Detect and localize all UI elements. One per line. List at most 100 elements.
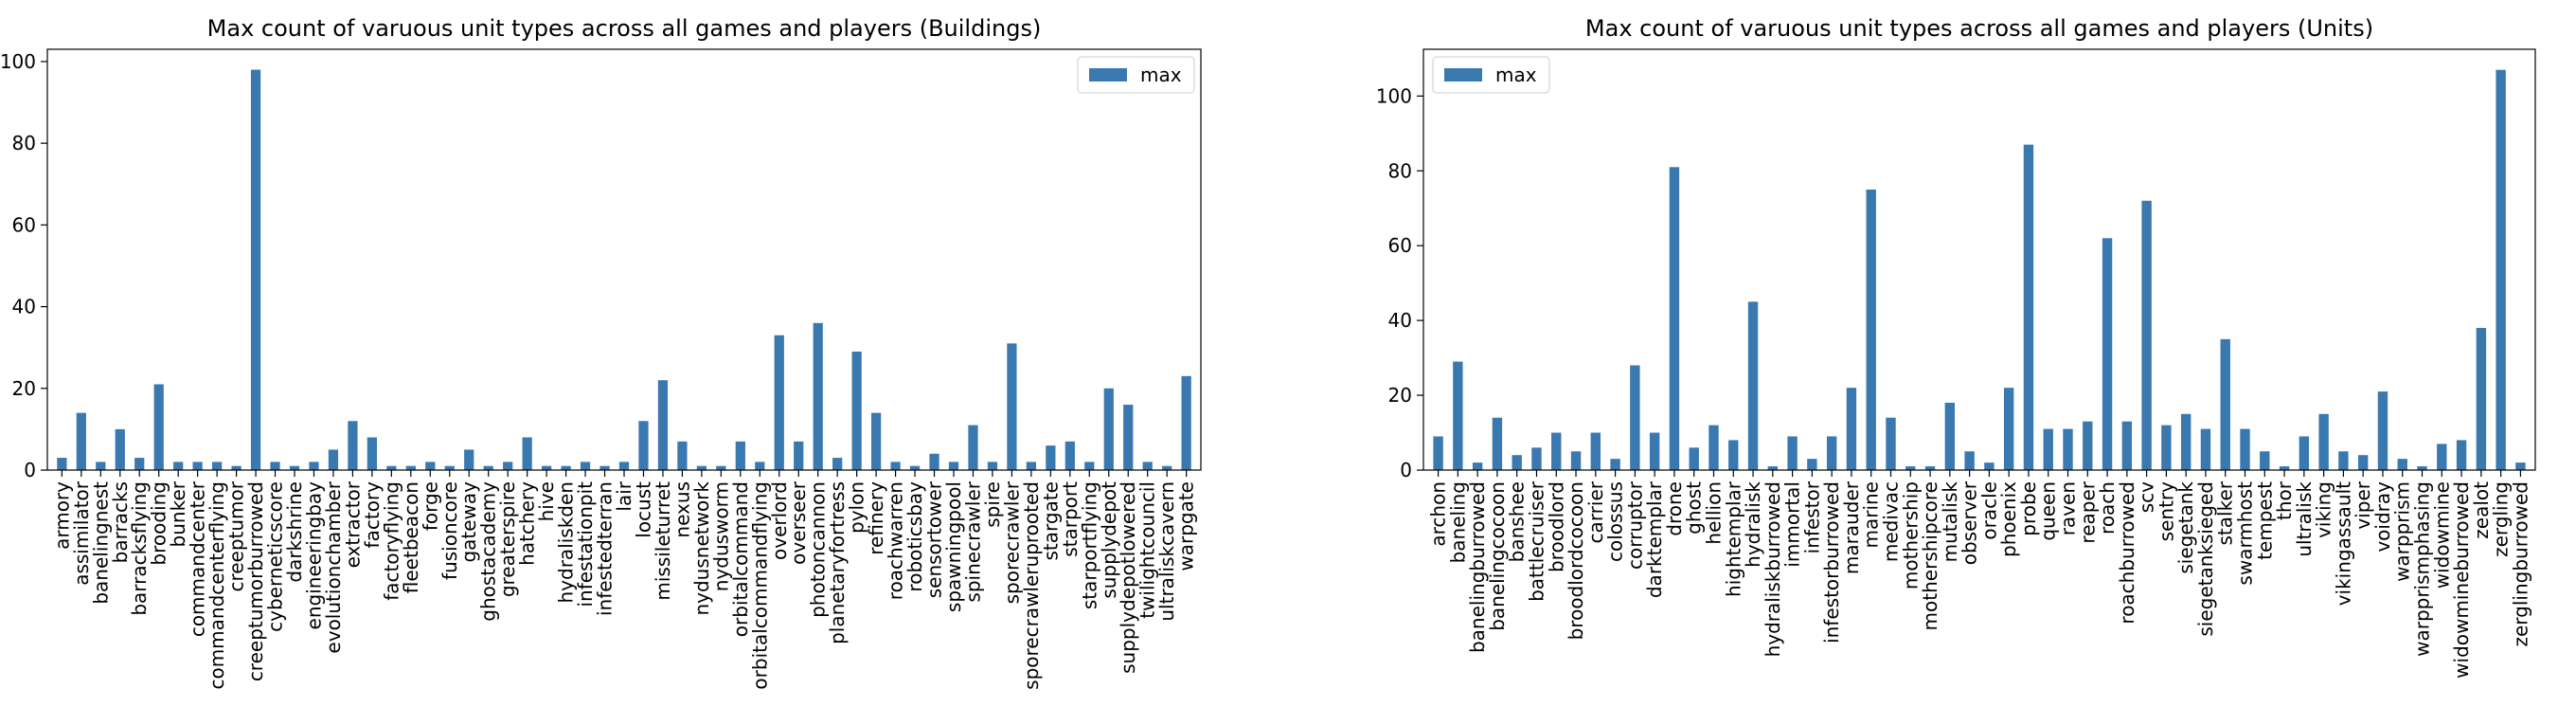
x-tick-label: mothershipcore bbox=[1919, 481, 1941, 630]
bar-drone bbox=[1669, 167, 1680, 470]
bar-spawningpool bbox=[948, 462, 959, 470]
bar-scv bbox=[2141, 200, 2152, 470]
x-tick-label: infestorburrowed bbox=[1820, 481, 1843, 644]
bar-forge bbox=[425, 462, 436, 470]
x-tick-label: corruptor bbox=[1623, 480, 1646, 570]
x-tick-label: extractor bbox=[341, 480, 364, 568]
x-tick-label: supplydepotlowered bbox=[1117, 481, 1139, 674]
x-tick-label: siegetanksieged bbox=[2194, 481, 2217, 637]
bar-hive bbox=[542, 465, 552, 470]
bar-starportflying bbox=[1084, 462, 1095, 470]
chart-buildings: Max count of varuous unit types across a… bbox=[0, 15, 1202, 690]
x-tick-label: orbitalcommand bbox=[729, 481, 752, 637]
x-tick-label: ultralisk bbox=[2293, 481, 2316, 557]
bar-immortal bbox=[1787, 436, 1798, 470]
x-tick-label: orbitalcommandflying bbox=[748, 481, 771, 690]
y-tick-label: 80 bbox=[1388, 159, 1412, 182]
x-tick-label: brooding bbox=[148, 481, 170, 566]
bar-starport bbox=[1064, 441, 1075, 470]
plot-frame bbox=[46, 48, 1202, 471]
y-tick-label: 100 bbox=[0, 50, 36, 73]
bar-colossus bbox=[1610, 459, 1620, 470]
bar-zergling bbox=[2496, 69, 2506, 470]
bar-orbitalcommand bbox=[735, 441, 745, 470]
bar-pylon bbox=[851, 351, 862, 470]
x-tick-label: nexus bbox=[671, 481, 693, 538]
bar-nydusworm bbox=[716, 465, 726, 470]
bar-bunker bbox=[173, 462, 184, 470]
bar-siegetanksieged bbox=[2200, 428, 2211, 470]
x-tick-label: roboticsbay bbox=[903, 481, 926, 592]
bar-baneling bbox=[1453, 361, 1463, 470]
bar-mothershipcore bbox=[1924, 466, 1936, 470]
bar-engineeringbay bbox=[309, 462, 319, 470]
x-tick-label: gateway bbox=[457, 481, 480, 563]
chart-units: Max count of varuous unit types across a… bbox=[1376, 15, 2536, 679]
legend-swatch bbox=[1444, 68, 1482, 82]
plot-frame bbox=[1422, 48, 2536, 471]
x-tick-label: mutalisk bbox=[1939, 481, 1961, 563]
bar-barracks bbox=[115, 428, 125, 470]
x-tick-label: refinery bbox=[865, 481, 887, 555]
x-tick-label: thor bbox=[2273, 480, 2296, 520]
bar-roachwarren bbox=[890, 462, 901, 470]
bar-spinecrawler bbox=[968, 425, 978, 470]
x-tick-label: armory bbox=[50, 481, 73, 550]
x-tick-label: warpgate bbox=[1175, 481, 1198, 571]
bar-warpprism bbox=[2397, 459, 2407, 470]
x-tick-label: battlecruiser bbox=[1525, 480, 1547, 602]
bar-supplydepot bbox=[1103, 388, 1114, 470]
x-tick-label: hatchery bbox=[516, 481, 539, 566]
bar-reaper bbox=[2083, 421, 2093, 470]
legend-box bbox=[1077, 56, 1195, 94]
x-tick-label: zergling bbox=[2490, 481, 2513, 557]
x-tick-label: spawningpool bbox=[942, 481, 965, 612]
bar-oracle bbox=[1984, 462, 1995, 470]
bar-thor bbox=[2279, 466, 2290, 470]
bar-locust bbox=[638, 421, 649, 470]
x-tick-label: commandcenter bbox=[187, 480, 209, 637]
x-tick-label: broodlordcocoon bbox=[1565, 481, 1587, 640]
bar-stalker bbox=[2220, 338, 2230, 470]
bar-sensortower bbox=[929, 453, 939, 470]
y-tick-label: 0 bbox=[1400, 459, 1412, 481]
legend-label: max bbox=[1495, 63, 1537, 86]
x-tick-label: colossus bbox=[1604, 481, 1627, 562]
bar-broodlordcocoon bbox=[1570, 451, 1582, 470]
bar-nexus bbox=[677, 441, 688, 470]
x-tick-label: warpprismphasing bbox=[2411, 481, 2434, 657]
x-tick-label: supplydepot bbox=[1098, 481, 1120, 599]
x-tick-label: fusioncore bbox=[438, 481, 461, 580]
bar-marauder bbox=[1846, 388, 1857, 470]
bar-ultralisk bbox=[2299, 436, 2310, 470]
x-tick-label: scv bbox=[2136, 481, 2158, 513]
x-tick-label: infestor bbox=[1800, 480, 1823, 553]
y-tick-label: 20 bbox=[12, 377, 36, 400]
x-tick-label: phoenix bbox=[1997, 481, 2020, 557]
bar-armory bbox=[57, 458, 67, 470]
chart-title: Max count of varuous unit types across a… bbox=[207, 15, 1042, 42]
bar-darktemplar bbox=[1649, 432, 1660, 470]
bar-hydraliskden bbox=[561, 465, 571, 470]
bar-spire bbox=[987, 462, 998, 470]
bar-corruptor bbox=[1630, 365, 1640, 470]
x-tick-label: ghostacademy bbox=[477, 481, 500, 622]
bar-roboticsbay bbox=[909, 465, 921, 470]
bar-raven bbox=[2063, 428, 2073, 470]
x-tick-label: ghost bbox=[1683, 481, 1706, 535]
x-tick-label: lair bbox=[613, 480, 635, 511]
bar-hellion bbox=[1708, 425, 1719, 470]
bar-supplydepotlowered bbox=[1123, 405, 1134, 470]
bar-warpgate bbox=[1181, 375, 1191, 470]
bar-viking bbox=[2318, 413, 2329, 470]
y-tick-label: 40 bbox=[12, 296, 36, 318]
bar-viper bbox=[2357, 455, 2369, 470]
bar-ghostacademy bbox=[483, 465, 493, 470]
x-tick-label: hydralisk bbox=[1742, 481, 1764, 568]
bar-factoryflying bbox=[386, 465, 397, 470]
x-tick-label: evolutionchamber bbox=[322, 480, 345, 653]
legend: max bbox=[1077, 56, 1195, 94]
x-tick-label: fleetbeacon bbox=[400, 481, 422, 593]
x-tick-label: missileturret bbox=[652, 481, 674, 601]
